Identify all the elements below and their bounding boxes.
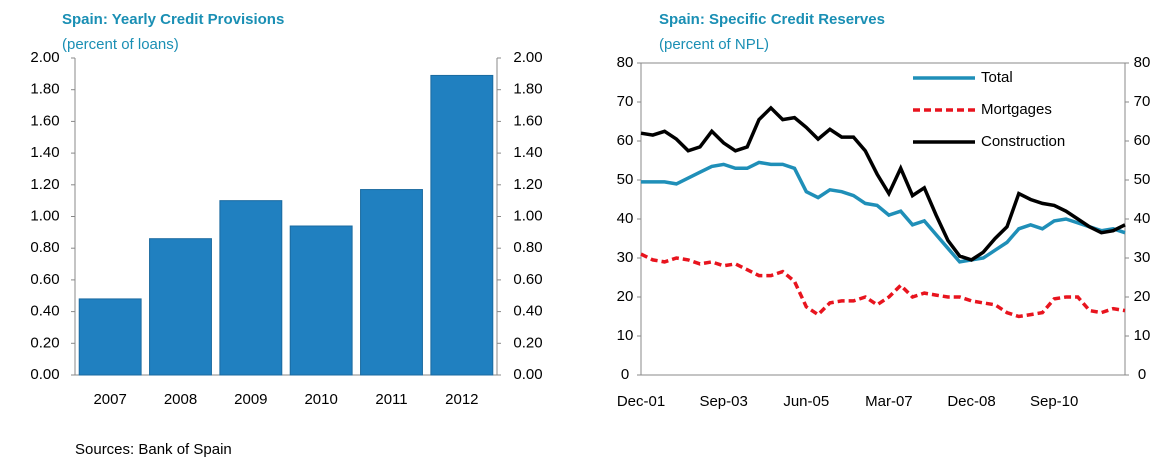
bar: [430, 74, 494, 376]
x-tick-label: Mar-07: [865, 393, 913, 410]
y-tick-label: 1.20: [30, 176, 59, 193]
bar: [78, 298, 142, 376]
bar: [360, 189, 423, 376]
chart-title: Spain: Yearly Credit Provisions: [62, 11, 284, 28]
line-series: [640, 252, 1126, 319]
y2-tick-label: 0: [1138, 366, 1146, 383]
y-tick-label: 1.40: [30, 144, 59, 161]
y-tick-label: 2.00: [30, 49, 59, 66]
y-tick-label: 0.40: [30, 303, 59, 320]
y-tick-label: 0: [621, 366, 629, 383]
y2-tick-label: 1.60: [513, 112, 542, 129]
line-series: [641, 160, 1126, 264]
y2-tick-label: 1.80: [513, 81, 542, 98]
x-tick-label: 2011: [375, 391, 407, 408]
y-tick-label: 0.00: [30, 366, 59, 383]
bar: [219, 200, 283, 376]
x-tick-label: 2012: [445, 391, 478, 408]
y2-tick-label: 70: [1134, 93, 1151, 110]
bar: [149, 238, 212, 376]
y2-tick-label: 1.00: [513, 207, 542, 224]
y2-tick-label: 1.40: [513, 144, 542, 161]
y2-tick-label: 2.00: [513, 49, 542, 66]
x-tick-label: Sep-03: [699, 393, 747, 410]
legend-label: Mortgages: [981, 101, 1052, 118]
y-tick-label: 20: [617, 288, 634, 305]
y2-tick-label: 0.00: [513, 366, 542, 383]
chart-subtitle: (percent of loans): [62, 36, 179, 53]
y-tick-label: 30: [617, 249, 634, 266]
line-series: [640, 105, 1126, 262]
y2-tick-label: 40: [1134, 210, 1151, 227]
y-tick-label: 1.60: [30, 112, 59, 129]
y-tick-label: 50: [617, 171, 634, 188]
y2-tick-label: 0.80: [513, 239, 542, 256]
x-tick-label: Dec-08: [947, 393, 995, 410]
chart-title: Spain: Specific Credit Reserves: [659, 11, 885, 28]
x-tick-label: Jun-05: [783, 393, 829, 410]
y-tick-label: 10: [617, 327, 634, 344]
x-tick-label: Dec-01: [617, 393, 665, 410]
y2-tick-label: 0.60: [513, 271, 542, 288]
y2-tick-label: 50: [1134, 171, 1151, 188]
legend-label: Construction: [981, 133, 1065, 150]
y-tick-label: 40: [617, 210, 634, 227]
y-tick-label: 70: [617, 93, 634, 110]
x-tick-label: 2009: [234, 391, 267, 408]
y2-tick-label: 60: [1134, 132, 1151, 149]
x-tick-label: Sep-10: [1030, 393, 1078, 410]
x-tick-label: 2010: [304, 391, 337, 408]
x-tick-label: 2008: [164, 391, 197, 408]
chart-subtitle: (percent of NPL): [659, 36, 769, 53]
y-tick-label: 0.80: [30, 239, 59, 256]
y2-tick-label: 1.20: [513, 176, 542, 193]
y-tick-label: 0.60: [30, 271, 59, 288]
y-tick-label: 1.80: [30, 81, 59, 98]
y2-tick-label: 10: [1134, 327, 1151, 344]
y-tick-label: 0.20: [30, 334, 59, 351]
y-tick-label: 60: [617, 132, 634, 149]
y2-tick-label: 20: [1134, 288, 1151, 305]
y2-tick-label: 0.40: [513, 303, 542, 320]
y2-tick-label: 0.20: [513, 334, 542, 351]
y-tick-label: 1.00: [30, 207, 59, 224]
y2-tick-label: 80: [1134, 54, 1151, 71]
bar: [289, 225, 353, 376]
source-note: Sources: Bank of Spain: [75, 441, 232, 458]
y-tick-label: 80: [617, 54, 634, 71]
axis-frame: [640, 62, 1126, 376]
y2-tick-label: 30: [1134, 249, 1151, 266]
x-tick-label: 2007: [93, 391, 126, 408]
legend-label: Total: [981, 69, 1013, 86]
